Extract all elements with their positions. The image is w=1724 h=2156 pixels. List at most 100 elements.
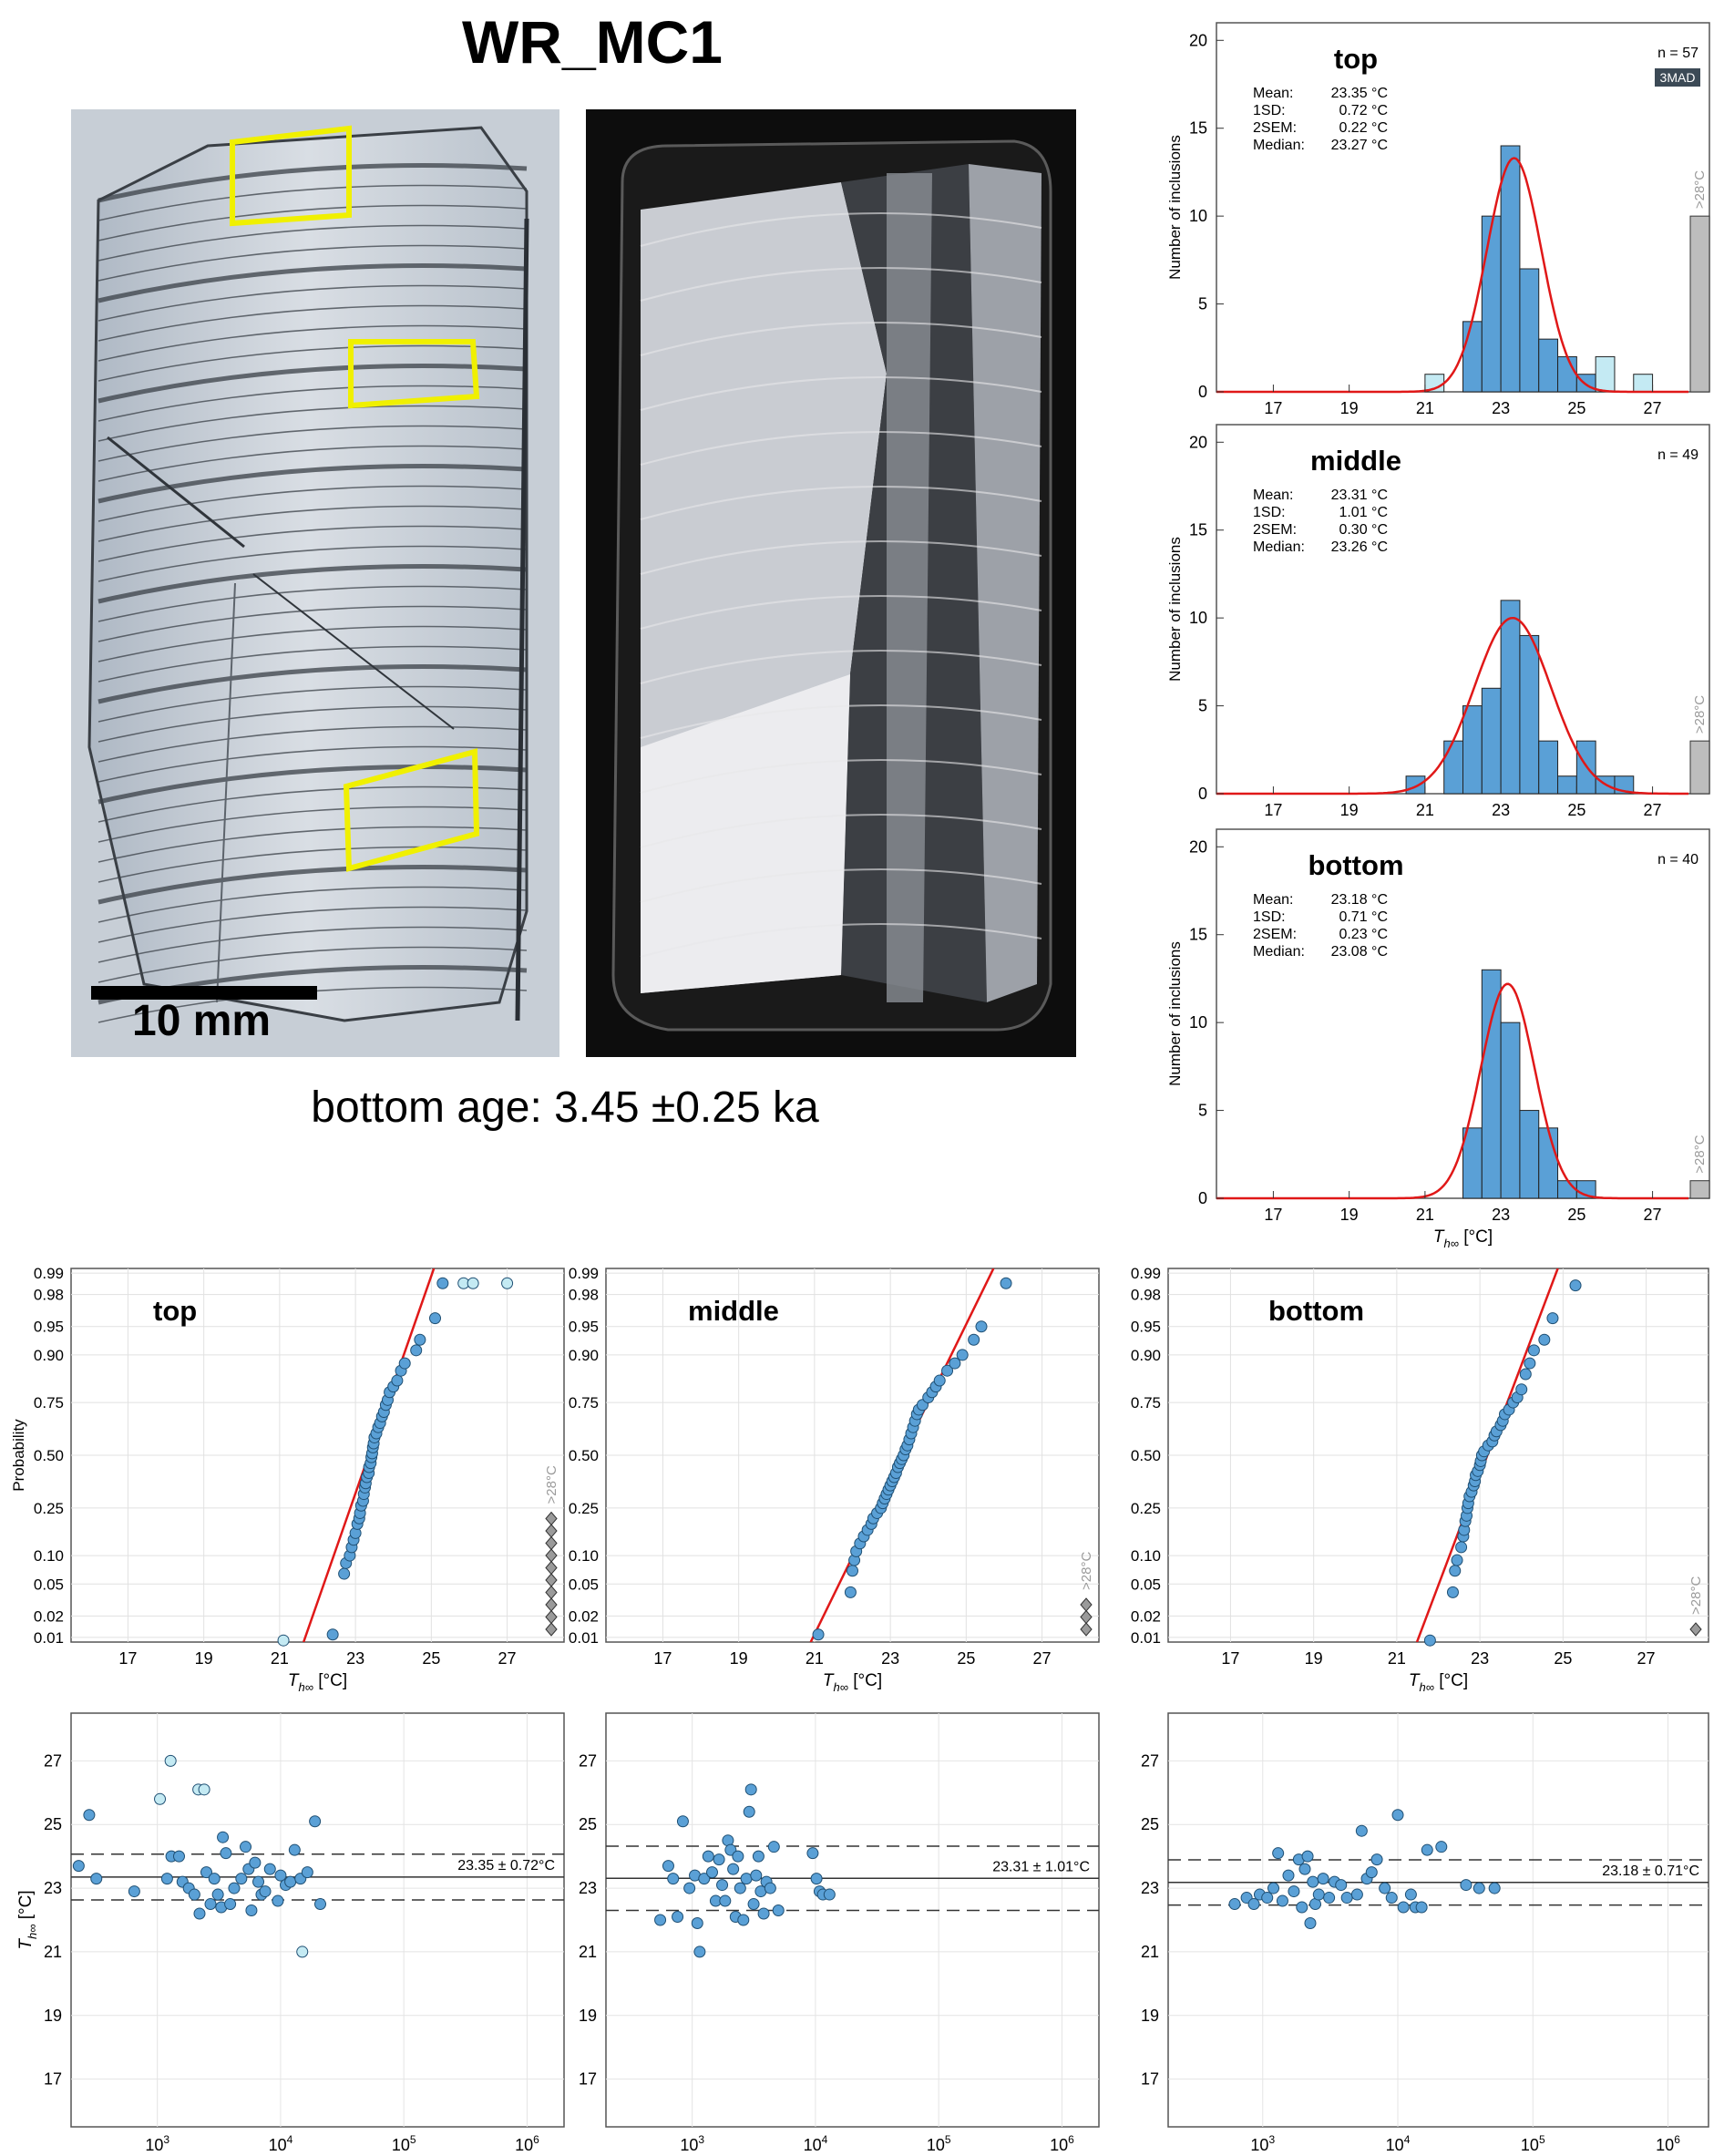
growth-band bbox=[97, 765, 528, 805]
y-tick-label: 0.99 bbox=[34, 1265, 64, 1282]
data-point bbox=[200, 1866, 212, 1879]
axis-label: Th∞ [°C] bbox=[288, 1671, 347, 1694]
outlier-bar bbox=[1689, 215, 1710, 393]
data-point bbox=[272, 1894, 284, 1907]
x-tick-label: 19 bbox=[195, 1649, 213, 1668]
x-tick-label: 23 bbox=[1471, 1649, 1489, 1668]
growth-band bbox=[97, 464, 528, 504]
x-tick-label: 103 bbox=[1250, 2133, 1275, 2154]
histogram-middle: >28°C 0 5 10 15 20 17 19 21 23 25 27 Number of inclu… bbox=[1166, 424, 1710, 819]
data-point bbox=[208, 1873, 221, 1885]
histogram-bar bbox=[1462, 705, 1483, 795]
outlier-diamond bbox=[545, 1573, 558, 1587]
y-tick-label: 0.95 bbox=[569, 1319, 599, 1336]
data-point bbox=[713, 1853, 725, 1866]
y-axis-label: Number of inclusions bbox=[1166, 537, 1184, 682]
data-point bbox=[154, 1792, 167, 1805]
data-point bbox=[691, 1916, 703, 1929]
growth-band bbox=[97, 364, 528, 404]
y-tick-label: 0.75 bbox=[1131, 1394, 1161, 1412]
data-point bbox=[1307, 1875, 1319, 1888]
histogram-bar bbox=[1519, 634, 1540, 795]
histogram-bar bbox=[1481, 215, 1502, 393]
y-tick-label: 10 bbox=[1189, 1013, 1207, 1032]
method-badge: 3MAD bbox=[1660, 70, 1696, 85]
x-tick-label: 27 bbox=[1644, 1206, 1662, 1224]
data-point bbox=[698, 1873, 711, 1885]
y-tick-label: 25 bbox=[579, 1815, 597, 1833]
x-tick-label: 21 bbox=[1416, 1206, 1434, 1224]
stat-value: 0.23 °C bbox=[1339, 927, 1388, 942]
y-tick-label: 19 bbox=[1141, 2007, 1159, 2025]
growth-band bbox=[97, 425, 528, 462]
y-tick-label: 5 bbox=[1198, 697, 1207, 715]
stat-label: Mean: bbox=[1253, 488, 1293, 503]
axis-label: Th∞ [°C] bbox=[1433, 1227, 1493, 1250]
axis-label: Th∞ [°C] bbox=[1409, 1671, 1468, 1694]
growth-band bbox=[97, 564, 528, 604]
stat-value: 0.72 °C bbox=[1339, 103, 1388, 118]
sample-count: n = 57 bbox=[1657, 46, 1698, 61]
outlier-diamond bbox=[545, 1560, 558, 1576]
gaussian-fit-line bbox=[1216, 157, 1689, 394]
y-tick-label: 0.10 bbox=[34, 1547, 64, 1565]
data-point bbox=[949, 1357, 961, 1370]
growth-band bbox=[97, 163, 528, 203]
data-point bbox=[164, 1754, 177, 1767]
y-tick-label: 10 bbox=[1189, 609, 1207, 627]
histogram-bar bbox=[1538, 1127, 1559, 1199]
growth-band bbox=[97, 284, 528, 322]
y-tick-label: 25 bbox=[44, 1815, 62, 1833]
data-point bbox=[1519, 1368, 1532, 1381]
data-point bbox=[314, 1898, 327, 1911]
y-tick-label: 15 bbox=[1189, 521, 1207, 539]
x-tick-label: 104 bbox=[804, 2133, 828, 2154]
cl-band bbox=[640, 759, 1042, 794]
data-point bbox=[750, 1869, 763, 1882]
plot-frame bbox=[70, 1712, 565, 2128]
y-tick-label: 0.75 bbox=[569, 1394, 599, 1412]
data-point bbox=[847, 1565, 858, 1577]
x-tick-label: 19 bbox=[1340, 399, 1359, 417]
histogram-bar bbox=[1500, 600, 1521, 795]
x-tick-label: 103 bbox=[680, 2133, 704, 2154]
data-point bbox=[1404, 1888, 1417, 1901]
x-tick-label: 17 bbox=[118, 1649, 137, 1668]
y-tick-label: 17 bbox=[1141, 2070, 1159, 2089]
y-tick-label: 0.05 bbox=[1131, 1576, 1161, 1593]
outlier-diamond bbox=[545, 1511, 558, 1526]
data-point bbox=[1261, 1892, 1274, 1904]
axis-label-group: Th∞ [°C] bbox=[1433, 1227, 1493, 1250]
x-tick-label: 105 bbox=[927, 2133, 951, 2154]
data-point bbox=[716, 1879, 729, 1892]
x-tick-label: 21 bbox=[1416, 399, 1434, 417]
data-point bbox=[1298, 1863, 1311, 1875]
x-tick-label: 21 bbox=[271, 1649, 289, 1668]
probability-plot-middle: 17 19 21 23 25 27 0.01 0.02 0.05 0.10 0.25 0.50 0.75… bbox=[569, 1265, 1100, 1694]
outlier-diamond bbox=[1080, 1622, 1093, 1637]
data-point bbox=[1524, 1357, 1536, 1370]
data-point bbox=[1435, 1841, 1448, 1853]
stat-value: 23.31 °C bbox=[1331, 488, 1388, 503]
data-point bbox=[1423, 1634, 1436, 1647]
data-point bbox=[1335, 1879, 1348, 1892]
x-tick-label: 21 bbox=[806, 1649, 824, 1668]
y-tick-label: 0.75 bbox=[34, 1394, 64, 1412]
data-point bbox=[1455, 1541, 1468, 1554]
sample-count: n = 49 bbox=[1657, 447, 1698, 463]
data-point bbox=[1460, 1879, 1473, 1892]
histogram-bar bbox=[1519, 268, 1540, 393]
data-point bbox=[252, 1875, 265, 1888]
data-point bbox=[193, 1907, 206, 1920]
cl-band bbox=[640, 540, 1042, 575]
frame-bottom bbox=[343, 748, 480, 872]
data-point bbox=[429, 1312, 442, 1325]
cl-band bbox=[640, 376, 1042, 411]
data-point bbox=[812, 1628, 825, 1641]
y-tick-label: 23 bbox=[579, 1879, 597, 1897]
outlier-diamond bbox=[545, 1609, 558, 1625]
crystal-photo-cathodoluminescence bbox=[586, 109, 1076, 1057]
x-tick-label: 106 bbox=[1050, 2133, 1074, 2154]
data-point bbox=[1247, 1898, 1260, 1911]
y-tick-label: 21 bbox=[1141, 1943, 1159, 1961]
